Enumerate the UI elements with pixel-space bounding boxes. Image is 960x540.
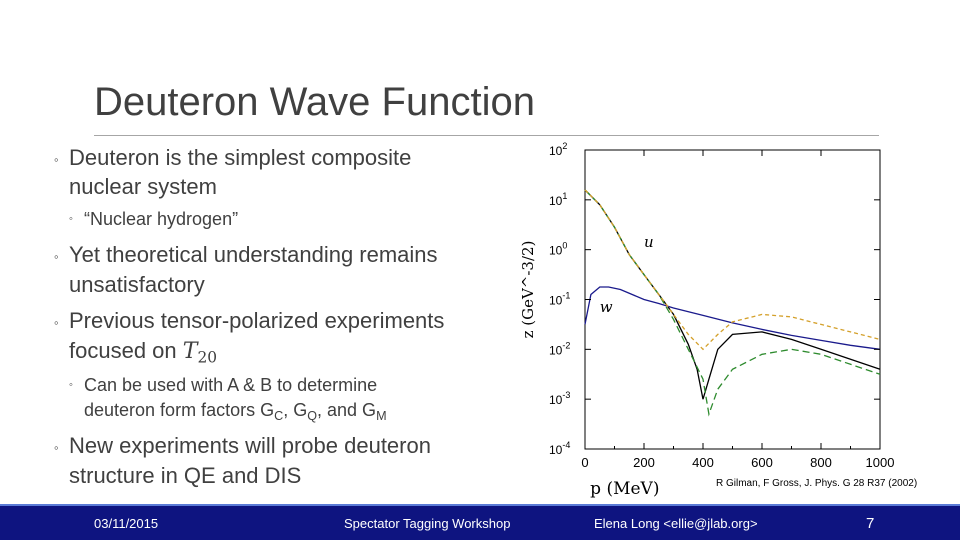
form-factor-sub-m: M <box>376 408 387 423</box>
x-tick-label: 600 <box>751 455 773 470</box>
form-factor-text-2: , G <box>283 400 308 420</box>
y-tick-exponent: -3 <box>562 390 570 400</box>
x-tick-label: 0 <box>581 455 588 470</box>
series-line <box>584 189 881 351</box>
slide-number: 7 <box>866 515 875 532</box>
t20-math: T20 <box>182 339 218 367</box>
y-tick-exponent: -1 <box>562 291 570 301</box>
series-line <box>584 189 881 417</box>
y-tick-label: 10-1 <box>549 291 570 308</box>
bullet-marker: ◦ <box>54 440 59 455</box>
x-tick-label: 800 <box>810 455 832 470</box>
bullet-2-line-2: unsatisfactory <box>69 272 205 297</box>
y-tick-base: 10 <box>549 443 563 457</box>
y-tick-base: 10 <box>549 194 563 208</box>
y-tick-base: 10 <box>549 244 563 258</box>
bullet-1-line-2: nuclear system <box>69 174 217 199</box>
bullet-3-line-2: focused on T20 <box>69 336 217 373</box>
bullet-3-sub-1-line-2: deuteron form factors GC, GQ, and GM <box>84 399 387 427</box>
bullet-marker: ◦ <box>54 315 59 330</box>
y-tick-label: 10-2 <box>549 340 570 357</box>
y-tick-base: 10 <box>549 144 563 158</box>
y-tick-label: 10-4 <box>549 440 570 457</box>
bullet-4-line-1: New experiments will probe deuteron <box>69 433 431 458</box>
form-factor-sub-c: C <box>274 408 284 423</box>
footer-bar: 03/11/2015 Spectator Tagging Workshop El… <box>0 504 960 540</box>
y-tick-label: 102 <box>549 141 567 158</box>
figure-citation: R Gilman, F Gross, J. Phys. G 28 R37 (20… <box>716 478 918 489</box>
bullet-1-sub-1: “Nuclear hydrogen” <box>84 209 239 229</box>
form-factor-text-1: deuteron form factors G <box>84 400 275 420</box>
bullet-1-line-1: Deuteron is the simplest composite <box>69 145 412 170</box>
y-tick-exponent: -4 <box>562 440 570 450</box>
y-tick-base: 10 <box>549 343 563 357</box>
series-line <box>584 189 881 400</box>
t20-symbol: T <box>182 339 198 364</box>
slide-title: Deuteron Wave Function <box>94 80 535 124</box>
bullet-list: ◦ Deuteron is the simplest composite nuc… <box>54 145 445 488</box>
y-tick-base: 10 <box>549 294 563 308</box>
y-tick-exponent: -2 <box>562 340 570 350</box>
x-tick-label: 200 <box>633 455 655 470</box>
x-tick-label: 400 <box>692 455 714 470</box>
bullet-marker: ◦ <box>54 249 59 264</box>
y-tick-label: 101 <box>549 191 567 208</box>
curve-label-u: u <box>644 233 654 251</box>
y-tick-exponent: 0 <box>562 241 567 251</box>
t20-subscript: 20 <box>197 348 218 367</box>
series-line <box>584 286 881 350</box>
y-tick-exponent: 2 <box>562 141 567 151</box>
x-axis-label: p (MeV) <box>590 479 659 498</box>
y-tick-exponent: 1 <box>562 191 567 201</box>
y-tick-label: 100 <box>549 241 567 258</box>
y-axis-label: z (GeV^-3/2) <box>519 241 537 339</box>
footer-date: 03/11/2015 <box>94 516 159 531</box>
bullet-2-line-1: Yet theoretical understanding remains <box>69 242 438 267</box>
curve-label-w: w <box>600 298 613 316</box>
wave-function-chart: 0 200 400 600 800 100010210110010-110-210-310… <box>519 141 895 498</box>
bullet-4-line-2: structure in QE and DIS <box>69 463 302 488</box>
footer-event: Spectator Tagging Workshop <box>344 516 511 531</box>
bullet-marker: ◦ <box>54 152 59 167</box>
bullet-marker: ◦ <box>69 213 73 225</box>
x-tick-label: 1000 <box>866 455 895 470</box>
bullet-3-sub-1-line-1: Can be used with A & B to determine <box>84 375 378 395</box>
bullet-3-line-1: Previous tensor-polarized experiments <box>69 308 445 333</box>
footer-author: Elena Long <ellie@jlab.org> <box>594 516 758 531</box>
y-tick-base: 10 <box>549 393 563 407</box>
form-factor-sub-q: Q <box>307 408 318 423</box>
bullet-3-line-2-text: focused on <box>69 338 177 363</box>
form-factor-text-3: , and G <box>317 400 377 420</box>
y-tick-label: 10-3 <box>549 390 570 407</box>
title-rule <box>94 135 879 136</box>
plot-frame <box>584 149 881 450</box>
bullet-marker: ◦ <box>69 379 73 391</box>
